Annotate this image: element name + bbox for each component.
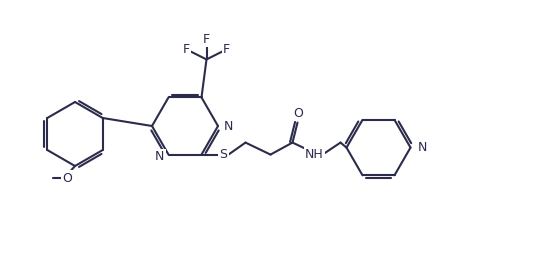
Text: NH: NH — [305, 148, 324, 161]
Text: S: S — [219, 148, 227, 161]
Text: F: F — [223, 43, 230, 56]
Text: N: N — [155, 150, 164, 163]
Text: O: O — [294, 107, 303, 120]
Text: N: N — [418, 141, 427, 154]
Text: O: O — [62, 172, 72, 185]
Text: F: F — [203, 33, 210, 46]
Text: F: F — [183, 43, 190, 56]
Text: N: N — [224, 120, 233, 133]
